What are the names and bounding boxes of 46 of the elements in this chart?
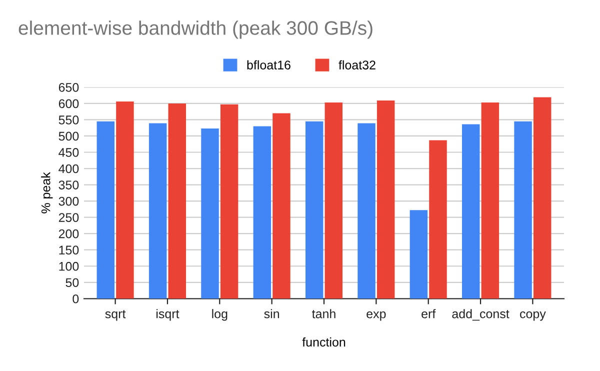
y-tick-label: 400 (58, 164, 79, 174)
bar (481, 102, 500, 299)
bar (358, 123, 376, 299)
chart-title: element-wise bandwidth (peak 300 GB/s) (18, 20, 372, 39)
y-tick-label: 250 (58, 213, 79, 222)
x-axis-title: function (302, 337, 346, 347)
y-tick-label: 350 (58, 180, 79, 190)
bar (168, 103, 186, 299)
bar (324, 102, 343, 299)
bar (148, 123, 167, 299)
x-tick-label: copy (520, 311, 546, 321)
y-tick-label: 550 (58, 116, 79, 124)
y-tick-label: 450 (58, 148, 79, 157)
y-tick-label: 650 (58, 82, 79, 92)
x-tick-label: tanh (312, 309, 336, 318)
x-tick-label: exp (366, 311, 386, 321)
bar (376, 100, 395, 299)
y-tick-label: 200 (58, 229, 79, 238)
bar (429, 140, 447, 299)
y-tick-label: 100 (59, 262, 79, 271)
y-tick-label: 500 (58, 132, 79, 141)
legend-label: bfloat16 (247, 60, 290, 70)
y-tick-label: 600 (58, 99, 79, 108)
bar (96, 121, 115, 299)
x-tick-label: erf (422, 309, 436, 318)
y-axis-title: % peak (41, 172, 53, 214)
x-tick-label: add_const (452, 309, 510, 321)
legend-label: float32 (338, 60, 376, 70)
x-tick-label: sin (264, 309, 280, 318)
x-tick-label: isqrt (156, 309, 180, 321)
bar (253, 126, 272, 299)
bar (305, 121, 324, 299)
y-tick-label: 150 (59, 246, 79, 255)
y-tick-label: 50 (66, 278, 79, 288)
y-tick-label: 0 (72, 294, 79, 304)
bar (533, 97, 552, 299)
x-tick-label: log (212, 309, 228, 321)
bar (220, 104, 238, 299)
bar (514, 121, 532, 299)
bar (410, 210, 428, 299)
y-tick-label: 300 (58, 196, 79, 206)
x-tick-label: sqrt (105, 310, 126, 321)
bar (462, 124, 480, 299)
bar (272, 113, 290, 299)
bar (201, 128, 219, 299)
bar (116, 102, 134, 299)
